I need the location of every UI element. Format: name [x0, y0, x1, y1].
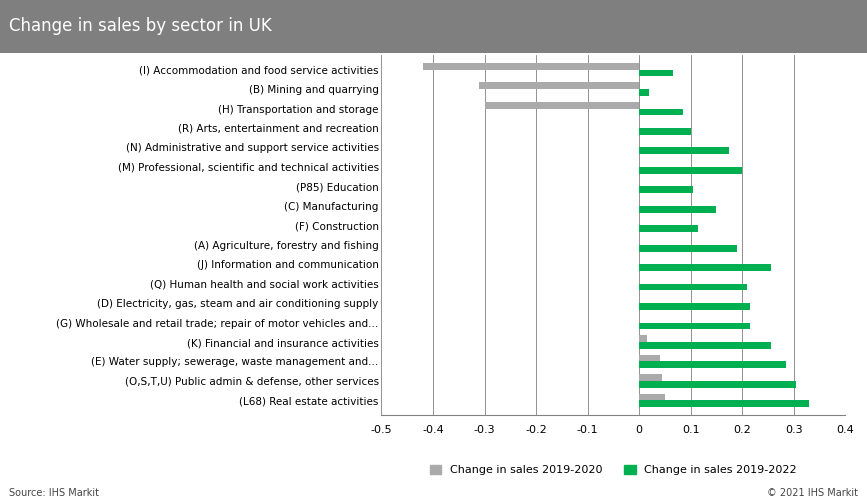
- Bar: [639, 128, 691, 135]
- Bar: [639, 244, 737, 252]
- Bar: [639, 374, 662, 381]
- Bar: [639, 186, 694, 193]
- Bar: [639, 167, 742, 173]
- Text: © 2021 IHS Markit: © 2021 IHS Markit: [767, 488, 858, 498]
- Bar: [423, 63, 639, 70]
- Bar: [639, 206, 716, 212]
- Bar: [485, 102, 639, 108]
- Bar: [639, 226, 699, 232]
- Bar: [639, 400, 809, 407]
- Bar: [639, 148, 729, 154]
- Bar: [639, 264, 771, 271]
- Bar: [639, 335, 647, 342]
- Bar: [639, 362, 786, 368]
- Bar: [639, 394, 665, 400]
- Bar: [479, 82, 639, 89]
- Text: Change in sales by sector in UK: Change in sales by sector in UK: [9, 17, 271, 35]
- Bar: [639, 108, 683, 116]
- Bar: [639, 303, 750, 310]
- Bar: [639, 354, 660, 362]
- Bar: [639, 284, 747, 290]
- Bar: [639, 322, 750, 330]
- Legend: Change in sales 2019-2020, Change in sales 2019-2022: Change in sales 2019-2020, Change in sal…: [426, 460, 801, 479]
- Bar: [639, 381, 797, 388]
- Text: Source: IHS Markit: Source: IHS Markit: [9, 488, 99, 498]
- Bar: [639, 89, 649, 96]
- Bar: [639, 70, 673, 76]
- Bar: [639, 342, 771, 349]
